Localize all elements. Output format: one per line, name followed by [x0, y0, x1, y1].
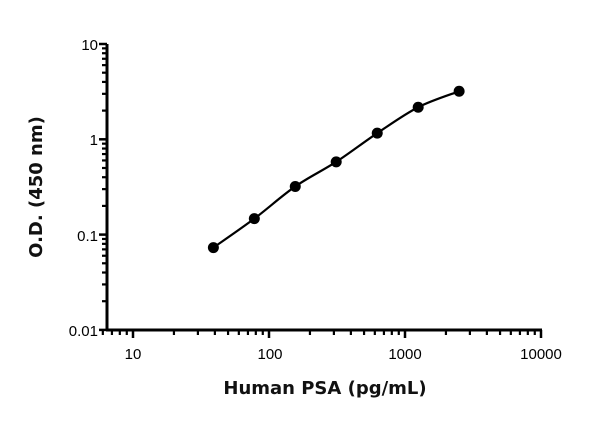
- major-ticks: [99, 42, 543, 338]
- fit-curve-line: [212, 90, 460, 249]
- x-tick-label-10000: 10000: [520, 346, 562, 363]
- data-point-marker: [371, 127, 383, 139]
- minor-ticks: [101, 47, 536, 335]
- data-point-marker: [248, 213, 260, 225]
- data-points: [207, 85, 465, 254]
- y-tick-label-0.01: 0.01: [69, 323, 98, 340]
- data-point-marker: [289, 180, 301, 192]
- y-tick-label-0.1: 0.1: [77, 228, 98, 245]
- x-tick-label-1000: 1000: [388, 346, 421, 363]
- y-tick-label-10: 10: [81, 37, 98, 54]
- y-axis-title: O.D. (450 nm): [26, 116, 47, 258]
- data-point-marker: [207, 242, 219, 254]
- data-point-marker: [412, 101, 424, 113]
- x-tick-label-100: 100: [257, 346, 282, 363]
- x-tick-label-10: 10: [125, 346, 142, 363]
- data-point-marker: [330, 156, 342, 168]
- x-axis-title: Human PSA (pg/mL): [223, 378, 426, 399]
- y-tick-label-1: 1: [90, 132, 98, 149]
- data-point-marker: [453, 85, 465, 97]
